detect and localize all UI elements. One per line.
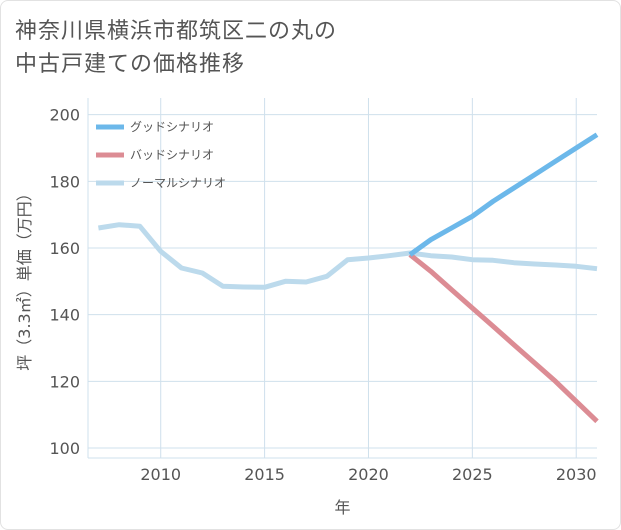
x-tick-label-2020: 2020 bbox=[348, 465, 389, 484]
y-tick-label-140: 140 bbox=[49, 306, 80, 325]
y-axis-title: 坪（3.3㎡）単価（万円） bbox=[15, 185, 34, 370]
gridlines bbox=[87, 98, 597, 459]
y-tick-label-100: 100 bbox=[49, 439, 80, 458]
legend-label-1: バッドシナリオ bbox=[130, 148, 214, 162]
series-line-2 bbox=[98, 222, 598, 290]
y-tick-label-120: 120 bbox=[49, 372, 80, 391]
y-tick-label-160: 160 bbox=[49, 239, 80, 258]
x-axis-title: 年 bbox=[334, 498, 350, 517]
chart-title-line-1: 神奈川県横浜市都筑区二の丸の bbox=[15, 19, 338, 44]
x-tick-label-2015: 2015 bbox=[244, 465, 285, 484]
series-lines bbox=[98, 132, 599, 424]
chart-title-line-2: 中古戸建ての価格推移 bbox=[15, 52, 246, 77]
chart-title: 神奈川県横浜市都筑区二の丸の 中古戸建ての価格推移 bbox=[15, 15, 435, 81]
x-tick-label-2025: 2025 bbox=[452, 465, 493, 484]
series-line-0 bbox=[408, 132, 599, 257]
axis-ticks: 2010 2015 2020 2025 2030 100 120 140 160 180 200 bbox=[49, 106, 596, 484]
legend-label-2: ノーマルシナリオ bbox=[130, 176, 226, 190]
series-line-1 bbox=[408, 252, 599, 424]
y-tick-label-200: 200 bbox=[49, 106, 80, 125]
legend-label-0: グッドシナリオ bbox=[130, 120, 214, 134]
x-tick-label-2010: 2010 bbox=[140, 465, 181, 484]
x-tick-label-2030: 2030 bbox=[556, 465, 597, 484]
y-tick-label-180: 180 bbox=[49, 172, 80, 191]
